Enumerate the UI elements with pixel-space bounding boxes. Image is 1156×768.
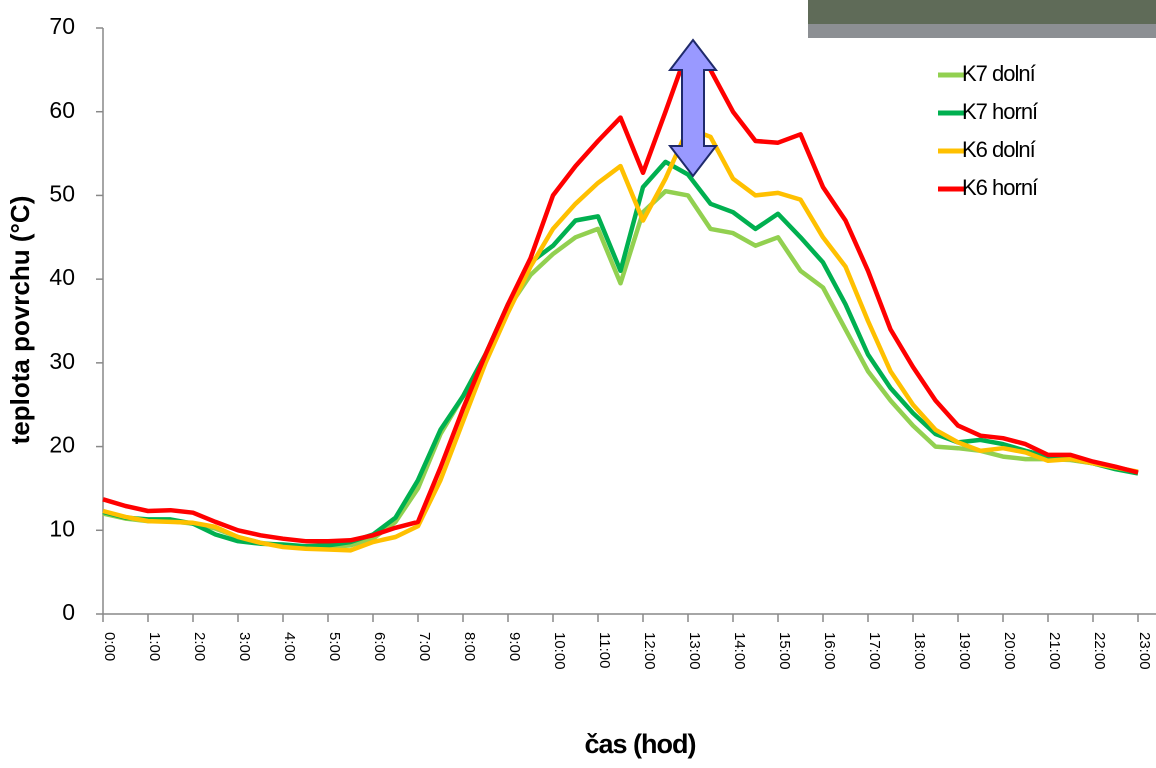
x-tick-label: 16:00 xyxy=(821,632,838,670)
x-tick-label: 7:00 xyxy=(416,632,433,661)
x-tick-label: 21:00 xyxy=(1046,632,1063,670)
x-tick-label: 10:00 xyxy=(551,632,568,670)
y-tick-label: 30 xyxy=(49,348,75,374)
legend-label: K6 horní xyxy=(962,175,1038,200)
y-tick-label: 40 xyxy=(49,264,75,290)
series-line xyxy=(102,188,1139,550)
x-tick-label: 19:00 xyxy=(956,632,973,670)
x-axis-title: čas (hod) xyxy=(584,729,695,759)
x-tick-label: 8:00 xyxy=(461,632,478,661)
x-tick-label: 12:00 xyxy=(641,632,658,670)
x-tick-label: 4:00 xyxy=(281,632,298,661)
difference-arrow xyxy=(667,38,719,178)
x-tick-label: 0:00 xyxy=(101,632,118,661)
legend-label: K7 dolní xyxy=(962,61,1036,86)
y-tick-label: 20 xyxy=(49,432,75,458)
series-line xyxy=(102,126,1139,553)
y-axis-title: teplota povrchu (°C) xyxy=(5,196,35,445)
series-line xyxy=(102,46,1139,544)
legend-label: K6 dolní xyxy=(962,137,1036,162)
x-tick-label: 11:00 xyxy=(596,632,613,668)
y-tick-label: 70 xyxy=(49,13,75,39)
x-tick-label: 22:00 xyxy=(1091,632,1108,670)
x-tick-label: 13:00 xyxy=(686,632,703,670)
x-tick-label: 15:00 xyxy=(776,632,793,670)
x-tick-label: 9:00 xyxy=(506,632,523,661)
x-tick-label: 5:00 xyxy=(326,632,343,661)
x-tick-label: 18:00 xyxy=(911,632,928,670)
x-tick-label: 14:00 xyxy=(731,632,748,670)
y-tick-label: 60 xyxy=(49,97,75,123)
x-tick-label: 17:00 xyxy=(866,632,883,670)
y-tick-label: 10 xyxy=(49,515,75,541)
photo-road xyxy=(808,24,1156,38)
x-tick-label: 23:00 xyxy=(1136,632,1153,670)
x-tick-label: 20:00 xyxy=(1001,632,1018,670)
series-line xyxy=(102,159,1139,549)
x-tick-label: 3:00 xyxy=(236,632,253,661)
x-tick-label: 1:00 xyxy=(146,632,163,661)
x-tick-label: 6:00 xyxy=(371,632,388,661)
x-tick-label: 2:00 xyxy=(191,632,208,661)
y-tick-label: 0 xyxy=(62,599,75,625)
y-tick-label: 50 xyxy=(49,181,75,207)
legend-label: K7 horní xyxy=(962,99,1038,124)
